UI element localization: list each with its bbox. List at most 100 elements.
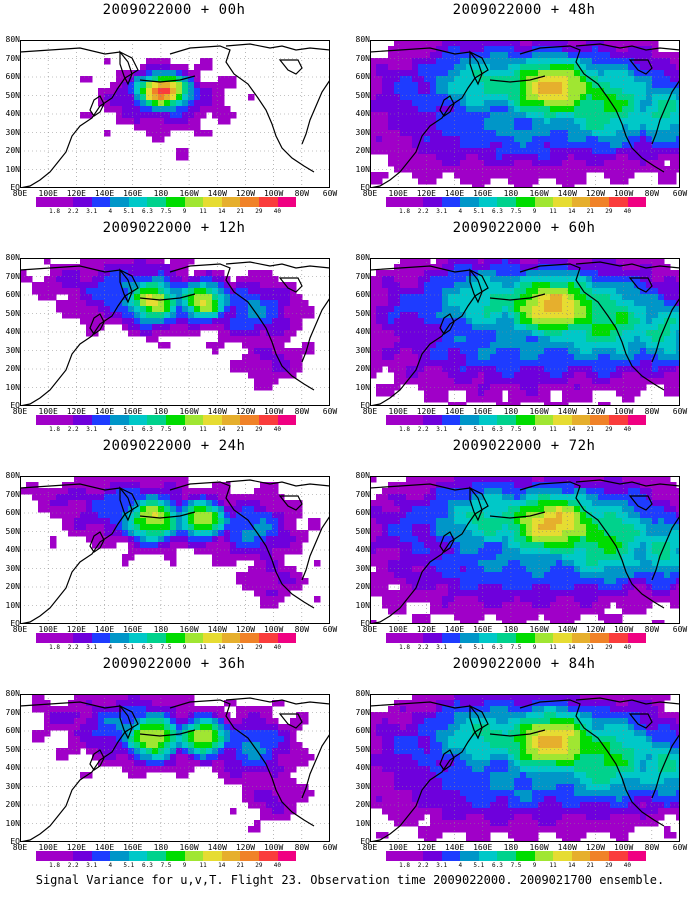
field-cell	[598, 154, 605, 161]
field-cell	[454, 518, 461, 525]
field-cell	[406, 270, 413, 277]
legend-swatch	[203, 197, 222, 207]
field-cell	[284, 300, 291, 307]
field-cell	[122, 276, 129, 283]
field-cell	[230, 554, 237, 561]
field-cell	[562, 348, 569, 355]
field-cell	[176, 488, 183, 495]
field-cell	[502, 366, 509, 373]
field-cell	[260, 494, 267, 501]
field-cell	[550, 506, 557, 513]
field-cell	[116, 264, 123, 271]
field-cell	[32, 494, 39, 501]
field-cell	[520, 524, 527, 531]
field-cell	[520, 530, 527, 537]
legend-label: 5.1	[123, 644, 135, 651]
field-cell	[460, 482, 467, 489]
field-cell	[188, 88, 195, 95]
field-cell	[466, 512, 473, 519]
field-cell	[406, 506, 413, 513]
field-cell	[388, 524, 395, 531]
field-cell	[406, 136, 413, 143]
field-cell	[592, 282, 599, 289]
field-cell	[586, 318, 593, 325]
field-cell	[260, 572, 267, 579]
field-cell	[454, 494, 461, 501]
field-cell	[550, 524, 557, 531]
field-cell	[472, 572, 479, 579]
field-cell	[502, 258, 509, 265]
field-cell	[266, 524, 273, 531]
field-cell	[502, 154, 509, 161]
field-cell	[442, 154, 449, 161]
longitude-label: 140W	[557, 407, 577, 416]
field-cell	[182, 530, 189, 537]
field-cell	[370, 524, 377, 531]
field-cell	[454, 46, 461, 53]
field-cell	[296, 348, 303, 355]
field-cell	[248, 524, 255, 531]
field-cell	[658, 476, 665, 483]
field-cell	[658, 330, 665, 337]
field-cell	[236, 578, 243, 585]
field-cell	[634, 306, 641, 313]
field-cell	[454, 160, 461, 167]
field-cell	[454, 524, 461, 531]
field-cell	[382, 70, 389, 77]
field-cell	[616, 88, 623, 95]
field-cell	[514, 118, 521, 125]
field-cell	[152, 124, 159, 131]
field-cell	[400, 166, 407, 173]
field-cell	[676, 524, 680, 531]
legend-swatch	[128, 415, 148, 425]
field-cell	[454, 482, 461, 489]
field-cell	[466, 476, 473, 483]
field-cell	[86, 276, 93, 283]
field-cell	[400, 270, 407, 277]
color-legend	[36, 415, 297, 425]
field-cell	[266, 276, 273, 283]
field-cell	[634, 258, 641, 265]
field-cell	[236, 312, 243, 319]
field-cell	[544, 270, 551, 277]
field-cell	[388, 542, 395, 549]
field-cell	[556, 476, 563, 483]
field-cell	[86, 524, 93, 531]
field-cell	[448, 554, 455, 561]
field-cell	[676, 160, 680, 167]
field-cell	[400, 378, 407, 385]
field-cell	[412, 294, 419, 301]
field-cell	[370, 294, 377, 301]
field-cell	[442, 258, 449, 265]
field-cell	[454, 58, 461, 65]
field-cell	[550, 324, 557, 331]
field-cell	[622, 512, 629, 519]
field-cell	[532, 136, 539, 143]
field-cell	[478, 312, 485, 319]
field-cell	[616, 372, 623, 379]
field-cell	[140, 264, 147, 271]
field-cell	[592, 366, 599, 373]
coastline	[119, 268, 133, 304]
field-cell	[646, 124, 653, 131]
field-cell	[670, 548, 677, 555]
field-cell	[424, 142, 431, 149]
field-cell	[640, 282, 647, 289]
field-cell	[460, 336, 467, 343]
legend-swatch	[166, 633, 185, 643]
field-cell	[568, 258, 575, 265]
field-cell	[188, 488, 195, 495]
field-cell	[502, 482, 509, 489]
field-cell	[254, 536, 261, 543]
field-cell	[116, 306, 123, 313]
legend-swatch	[147, 197, 167, 207]
field-cell	[622, 530, 629, 537]
field-cell	[436, 366, 443, 373]
field-cell	[424, 148, 431, 155]
legend-label: 6.3	[492, 426, 503, 433]
legend-swatch	[478, 415, 498, 425]
field-cell	[610, 518, 617, 525]
field-cell	[526, 64, 533, 71]
field-cell	[254, 276, 261, 283]
field-cell	[508, 76, 515, 83]
